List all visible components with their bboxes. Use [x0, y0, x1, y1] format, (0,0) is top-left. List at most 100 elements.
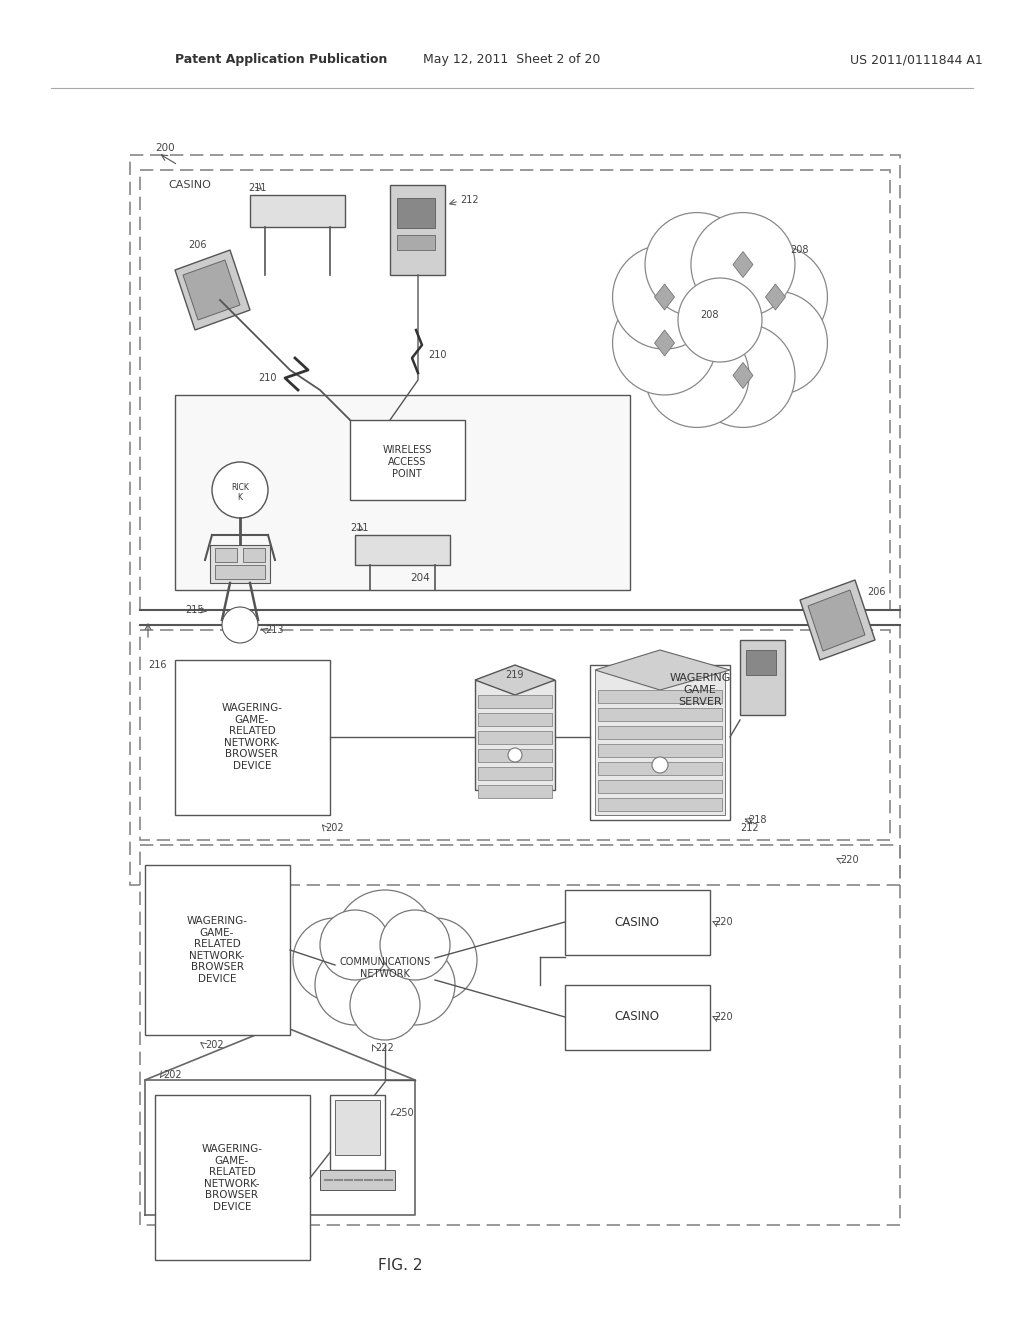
- Bar: [478, 748, 552, 762]
- FancyBboxPatch shape: [740, 640, 785, 715]
- Text: 222: 222: [375, 1043, 394, 1053]
- Bar: [478, 696, 552, 708]
- Text: 206: 206: [188, 240, 207, 249]
- Text: 250: 250: [395, 1107, 414, 1118]
- Bar: [215, 565, 265, 579]
- Bar: [243, 548, 265, 562]
- Bar: [595, 671, 725, 814]
- Polygon shape: [183, 260, 240, 319]
- Text: 220: 220: [840, 855, 859, 865]
- Bar: [335, 1100, 380, 1155]
- Text: 210: 210: [258, 374, 276, 383]
- Bar: [478, 731, 552, 744]
- Bar: [746, 649, 776, 675]
- Polygon shape: [475, 665, 555, 696]
- Text: WAGERING-
GAME-
RELATED
NETWORK-
BROWSER
DEVICE: WAGERING- GAME- RELATED NETWORK- BROWSER…: [186, 916, 248, 983]
- Circle shape: [652, 756, 668, 774]
- Text: FIG. 2: FIG. 2: [378, 1258, 422, 1272]
- Circle shape: [393, 917, 477, 1002]
- Circle shape: [212, 462, 268, 517]
- Text: WAGERING-
GAME-
RELATED
NETWORK-
BROWSER
DEVICE: WAGERING- GAME- RELATED NETWORK- BROWSER…: [202, 1144, 262, 1212]
- Circle shape: [315, 945, 395, 1026]
- Text: 210: 210: [428, 350, 446, 360]
- Circle shape: [222, 607, 258, 643]
- Circle shape: [723, 246, 827, 348]
- Text: May 12, 2011  Sheet 2 of 20: May 12, 2011 Sheet 2 of 20: [423, 54, 601, 66]
- Text: RICK: RICK: [231, 483, 249, 491]
- Bar: [215, 548, 237, 562]
- Bar: [397, 198, 435, 228]
- Text: CASINO: CASINO: [614, 1011, 659, 1023]
- Text: Patent Application Publication: Patent Application Publication: [175, 54, 387, 66]
- Text: 202: 202: [205, 1040, 223, 1049]
- Text: WIRELESS
ACCESS
POINT: WIRELESS ACCESS POINT: [382, 445, 432, 479]
- Circle shape: [612, 290, 717, 395]
- Circle shape: [645, 213, 749, 317]
- Circle shape: [380, 909, 450, 979]
- Bar: [319, 1170, 395, 1191]
- Polygon shape: [654, 284, 675, 310]
- Bar: [140, 170, 890, 610]
- Text: 218: 218: [748, 814, 767, 825]
- Bar: [130, 154, 900, 884]
- Bar: [565, 890, 710, 954]
- Bar: [475, 680, 555, 789]
- Bar: [598, 799, 722, 810]
- Polygon shape: [800, 579, 874, 660]
- Bar: [598, 690, 722, 704]
- Text: 212: 212: [740, 822, 759, 833]
- Text: 211: 211: [350, 523, 369, 533]
- Text: COMMUNICATIONS
NETWORK: COMMUNICATIONS NETWORK: [339, 957, 431, 979]
- Text: 216: 216: [148, 660, 167, 671]
- Circle shape: [612, 246, 717, 348]
- Circle shape: [645, 323, 749, 428]
- Text: CASINO: CASINO: [614, 916, 659, 928]
- Text: 202: 202: [325, 822, 344, 833]
- Bar: [478, 767, 552, 780]
- Circle shape: [375, 945, 455, 1026]
- Text: US 2011/0111844 A1: US 2011/0111844 A1: [850, 54, 983, 66]
- Polygon shape: [595, 649, 730, 690]
- Text: 208: 208: [700, 310, 719, 319]
- Bar: [350, 420, 465, 500]
- Circle shape: [350, 970, 420, 1040]
- Circle shape: [508, 748, 522, 762]
- Circle shape: [293, 917, 377, 1002]
- Text: 204: 204: [411, 573, 430, 583]
- Text: 213: 213: [265, 624, 284, 635]
- Bar: [210, 545, 270, 583]
- Bar: [598, 762, 722, 775]
- Text: CASINO: CASINO: [168, 180, 211, 190]
- Bar: [175, 660, 330, 814]
- Bar: [478, 785, 552, 799]
- Bar: [322, 1172, 393, 1188]
- Bar: [397, 235, 435, 249]
- Bar: [598, 744, 722, 756]
- Text: 208: 208: [790, 246, 809, 255]
- Text: WAGERING
GAME
SERVER: WAGERING GAME SERVER: [670, 673, 731, 706]
- Polygon shape: [733, 363, 753, 388]
- Bar: [175, 395, 630, 590]
- Polygon shape: [733, 252, 753, 277]
- Text: 212: 212: [460, 195, 478, 205]
- Bar: [145, 865, 290, 1035]
- Bar: [250, 195, 345, 227]
- Bar: [590, 665, 730, 820]
- Circle shape: [335, 890, 435, 990]
- Polygon shape: [765, 284, 785, 310]
- Bar: [598, 708, 722, 721]
- Text: 200: 200: [155, 143, 175, 153]
- Bar: [598, 780, 722, 793]
- Circle shape: [691, 323, 795, 428]
- Bar: [178, 663, 327, 812]
- Polygon shape: [175, 249, 250, 330]
- Text: 220: 220: [714, 917, 732, 927]
- Text: 215: 215: [185, 605, 204, 615]
- Polygon shape: [654, 330, 675, 356]
- Circle shape: [723, 290, 827, 395]
- Bar: [140, 845, 900, 1225]
- Bar: [355, 535, 450, 565]
- Text: 202: 202: [163, 1071, 181, 1080]
- Circle shape: [691, 213, 795, 317]
- Circle shape: [319, 909, 390, 979]
